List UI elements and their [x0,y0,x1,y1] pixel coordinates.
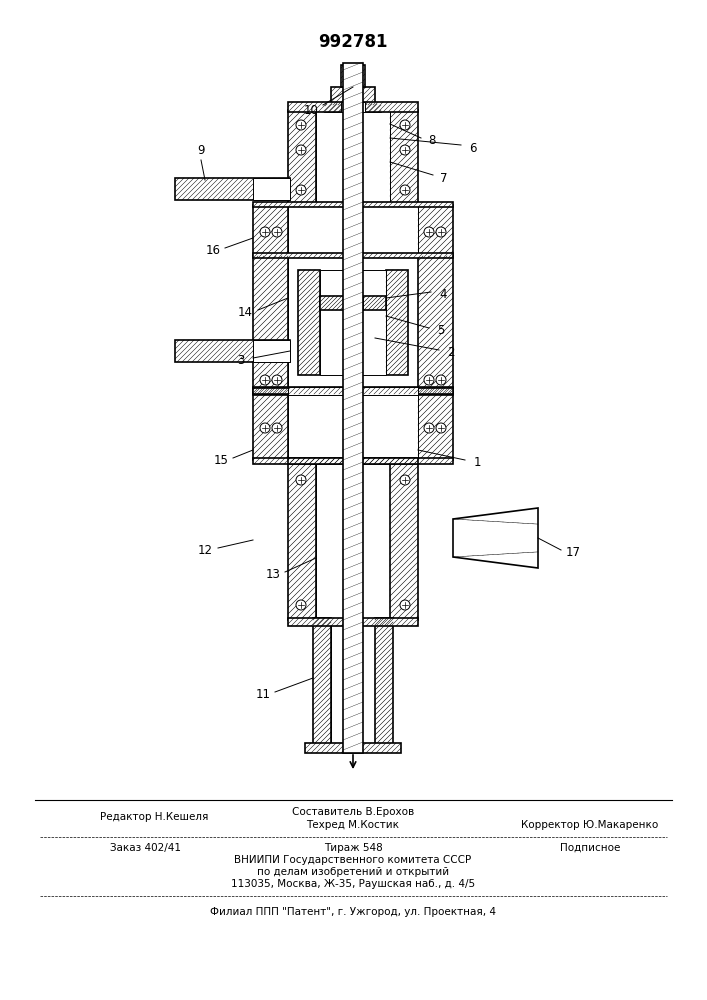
Bar [175,340,290,362]
Bar [316,110,390,205]
Text: 6: 6 [469,141,477,154]
Bar [341,65,365,87]
Circle shape [272,375,282,385]
Circle shape [400,145,410,155]
Bar [313,618,331,745]
Bar [343,63,363,753]
Circle shape [260,423,270,433]
Text: ВНИИПИ Государственного комитета СССР: ВНИИПИ Государственного комитета СССР [235,855,472,865]
Circle shape [296,185,306,195]
Circle shape [400,185,410,195]
Bar [288,102,418,112]
Bar [253,388,453,394]
Bar [253,458,453,464]
Bar [375,618,393,745]
Bar [390,462,418,620]
Text: 13: 13 [266,568,281,582]
Bar [253,387,453,395]
Bar [320,296,386,310]
Bar [325,104,381,112]
Bar [253,178,290,200]
Text: по делам изобретений и открытий: по делам изобретений и открытий [257,867,449,877]
Circle shape [424,423,434,433]
Circle shape [296,120,306,130]
Bar [316,462,390,620]
Circle shape [400,475,410,485]
Text: 5: 5 [438,324,445,336]
Bar [386,270,408,375]
Circle shape [400,600,410,610]
Circle shape [272,423,282,433]
Circle shape [436,227,446,237]
Bar [253,205,288,255]
Text: 17: 17 [566,546,580,558]
Text: Редактор Н.Кешеля: Редактор Н.Кешеля [100,812,209,822]
Text: 992781: 992781 [318,33,387,51]
Circle shape [260,375,270,385]
Polygon shape [453,508,538,568]
Text: Подписное: Подписное [560,843,620,853]
Circle shape [296,145,306,155]
Bar [305,743,401,753]
Bar [253,202,453,207]
Text: 113035, Москва, Ж-35, Раушская наб., д. 4/5: 113035, Москва, Ж-35, Раушская наб., д. … [231,879,475,889]
Bar [341,102,365,112]
Text: 3: 3 [238,354,245,366]
Bar [320,270,386,375]
Bar [288,618,418,626]
Circle shape [260,227,270,237]
Bar [298,270,320,375]
Text: 11: 11 [255,688,271,702]
Circle shape [400,120,410,130]
Bar [331,618,375,745]
Circle shape [296,600,306,610]
Text: 7: 7 [440,172,448,184]
Text: Филиал ППП "Патент", г. Ужгород, ул. Проектная, 4: Филиал ППП "Патент", г. Ужгород, ул. Про… [210,907,496,917]
Bar [418,256,453,388]
Bar [343,296,363,310]
Text: 16: 16 [206,243,221,256]
Circle shape [436,423,446,433]
Bar [331,87,375,105]
Text: 4: 4 [439,288,447,300]
Bar [253,340,290,362]
Text: Техред М.Костик: Техред М.Костик [307,820,399,830]
Bar [288,387,418,395]
Bar [390,110,418,205]
Bar [253,256,288,388]
Bar [288,256,418,388]
Text: 8: 8 [428,134,436,147]
Circle shape [296,475,306,485]
Text: Тираж 548: Тираж 548 [324,843,382,853]
Circle shape [424,375,434,385]
Bar [288,110,316,205]
Text: 1: 1 [473,456,481,468]
Circle shape [436,375,446,385]
Bar [288,392,418,460]
Bar [175,178,290,200]
Circle shape [424,227,434,237]
Bar [253,253,453,258]
Bar [418,392,453,460]
Text: 2: 2 [448,346,455,359]
Circle shape [272,227,282,237]
Text: 10: 10 [303,104,318,116]
Bar [288,205,418,255]
Bar [288,462,316,620]
Text: Заказ 402/41: Заказ 402/41 [110,843,181,853]
Bar [288,458,418,464]
Text: Составитель В.Ерохов: Составитель В.Ерохов [292,807,414,817]
Text: 9: 9 [197,143,205,156]
Bar [418,205,453,255]
Text: 12: 12 [197,544,213,556]
Text: Корректор Ю.Макаренко: Корректор Ю.Макаренко [521,820,659,830]
Text: 15: 15 [214,454,228,466]
Text: 14: 14 [238,306,252,318]
Bar [253,392,288,460]
